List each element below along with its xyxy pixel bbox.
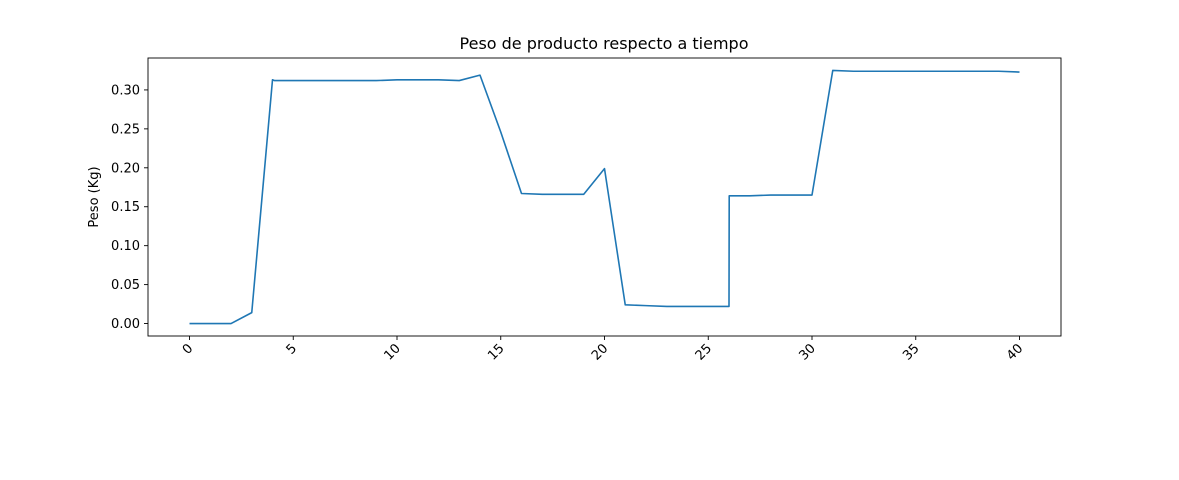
chart-title: Peso de producto respecto a tiempo xyxy=(460,34,749,53)
y-tick-label-4: 0.20 xyxy=(111,161,140,176)
y-tick-label-1: 0.05 xyxy=(111,278,140,293)
y-tick-label-2: 0.10 xyxy=(111,239,140,254)
y-tick-label-0: 0.00 xyxy=(111,317,140,332)
y-tick-label-5: 0.25 xyxy=(111,122,140,137)
y-tick-label-6: 0.30 xyxy=(111,83,140,98)
y-axis-label: Peso (Kg) xyxy=(87,166,102,227)
plot-area: 0.000.050.100.150.200.250.300 5 10 15 20 25 30… xyxy=(111,57,1062,364)
y-tick-label-3: 0.15 xyxy=(111,200,140,215)
series-line-0 xyxy=(189,69,1020,325)
